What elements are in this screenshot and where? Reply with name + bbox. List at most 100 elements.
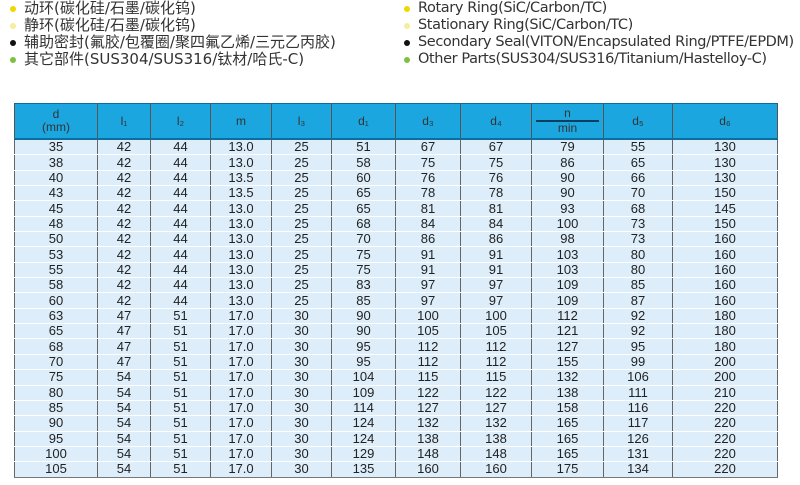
- table-cell: 117: [603, 415, 673, 432]
- table-cell: 121: [531, 323, 604, 340]
- table-row: 40 42 44 13.5 25 60 76 76 90 66 130: [14, 170, 778, 187]
- table-cell: 105: [14, 461, 98, 478]
- table-row: 70 47 51 17.0 30 95 112 112 155 99 200: [14, 354, 778, 371]
- table-cell: 17.0: [210, 385, 272, 401]
- table-cell: 114: [331, 400, 396, 417]
- table-cell: 68: [603, 200, 673, 217]
- table-cell: 13.0: [210, 246, 272, 263]
- table-cell: 155: [531, 354, 604, 371]
- table-cell: 51: [150, 369, 211, 386]
- table-cell: 17.0: [210, 323, 272, 340]
- table-cell: 13.0: [210, 277, 272, 294]
- table-cell: 25: [271, 262, 332, 279]
- table-cell: 42: [97, 139, 151, 156]
- table-cell: 54: [97, 446, 151, 463]
- table-cell: 132: [531, 369, 604, 386]
- table-cell: 95: [331, 338, 396, 355]
- table-cell: 135: [331, 461, 396, 478]
- legend-chinese: 动环(碳化硅/石墨/碳化钨) 静环(碳化硅/石墨/碳化钨) 辅助密封(氟胶/包覆圈/…: [10, 0, 336, 68]
- table-cell: 30: [271, 385, 332, 401]
- table-cell: 45: [14, 200, 98, 217]
- table-cell: 44: [150, 200, 211, 217]
- table-cell: 97: [460, 277, 532, 294]
- table-cell: 180: [672, 338, 778, 355]
- table-cell: 58: [14, 277, 98, 294]
- bullet-icon: [404, 22, 410, 29]
- table-cell: 92: [603, 323, 673, 340]
- table-row: 100 54 51 17.0 30 129 148 148 165 131 220: [14, 446, 778, 463]
- table-cell: 51: [150, 461, 211, 478]
- table-cell: 44: [150, 231, 211, 248]
- table-cell: 17.0: [210, 400, 272, 417]
- table-row: 48 42 44 13.0 25 68 84 84 100 73 150: [14, 216, 778, 233]
- table-cell: 51: [150, 338, 211, 355]
- table-row: 68 47 51 17.0 30 95 112 112 127 95 180: [14, 338, 778, 355]
- bullet-icon: [404, 5, 410, 12]
- table-cell: 150: [672, 185, 778, 202]
- table-cell: 42: [97, 246, 151, 263]
- table-cell: 17.0: [210, 431, 272, 447]
- table-cell: 30: [271, 446, 332, 463]
- header-d-unit: (mm): [42, 120, 70, 134]
- legend-text: Rotary Ring(SiC/Carbon/TC): [418, 0, 607, 16]
- table-cell: 75: [14, 369, 98, 386]
- table-cell: 80: [603, 246, 673, 263]
- table-cell: 17.0: [210, 308, 272, 325]
- table-cell: 44: [150, 170, 211, 187]
- legend-item: 其它部件(SUS304/SUS316/钛材/哈氏-C): [10, 51, 336, 68]
- table-row: 85 54 51 17.0 30 114 127 127 158 116 220: [14, 400, 778, 417]
- table-cell: 86: [531, 154, 604, 171]
- table-cell: 75: [460, 154, 532, 171]
- table-cell: 85: [14, 400, 98, 417]
- table-cell: 81: [395, 200, 461, 217]
- table-cell: 138: [395, 431, 461, 447]
- table-cell: 42: [97, 216, 151, 233]
- table-cell: 91: [395, 262, 461, 279]
- header-l2: l₂: [150, 103, 211, 140]
- table-cell: 200: [672, 369, 778, 386]
- table-row: 75 54 51 17.0 30 104 115 115 132 106 200: [14, 369, 778, 386]
- table-cell: 78: [395, 185, 461, 202]
- table-cell: 80: [14, 385, 98, 401]
- table-cell: 103: [531, 262, 604, 279]
- table-cell: 44: [150, 292, 211, 309]
- table-cell: 30: [271, 461, 332, 478]
- table-cell: 51: [150, 415, 211, 432]
- table-cell: 25: [271, 246, 332, 263]
- table-cell: 42: [97, 170, 151, 187]
- table-cell: 17.0: [210, 338, 272, 355]
- header-n-unit: min: [557, 121, 578, 135]
- table-cell: 13.0: [210, 139, 272, 156]
- table-cell: 145: [672, 200, 778, 217]
- table-cell: 25: [271, 200, 332, 217]
- table-cell: 13.0: [210, 216, 272, 233]
- table-cell: 105: [460, 323, 532, 340]
- table-cell: 13.5: [210, 185, 272, 202]
- header-d3: d₃: [395, 103, 461, 140]
- table-cell: 42: [97, 262, 151, 279]
- table-cell: 13.0: [210, 292, 272, 309]
- table-row: 55 42 44 13.0 25 75 91 91 103 80 160: [14, 262, 778, 279]
- dimension-table: d (mm) l₁ l₂ m l₃ d₁ d₃ d₄ n min d₅ d₆ 35 4…: [14, 103, 778, 478]
- table-cell: 127: [460, 400, 532, 417]
- table-cell: 112: [460, 338, 532, 355]
- table-cell: 44: [150, 246, 211, 263]
- table-cell: 95: [603, 338, 673, 355]
- table-cell: 109: [331, 385, 396, 401]
- table-cell: 13.0: [210, 154, 272, 171]
- table-cell: 200: [672, 354, 778, 371]
- table-row: 65 47 51 17.0 30 90 105 105 121 92 180: [14, 323, 778, 340]
- table-cell: 54: [97, 385, 151, 401]
- table-cell: 98: [531, 231, 604, 248]
- table-cell: 54: [97, 369, 151, 386]
- table-cell: 68: [331, 216, 396, 233]
- table-cell: 160: [672, 231, 778, 248]
- table-cell: 80: [603, 262, 673, 279]
- table-cell: 65: [14, 323, 98, 340]
- table-cell: 91: [460, 246, 532, 263]
- table-cell: 111: [603, 385, 673, 401]
- table-cell: 132: [460, 415, 532, 432]
- legend-text: Secondary Seal(VITON/Encapsulated Ring/P…: [418, 34, 794, 50]
- table-cell: 60: [14, 292, 98, 309]
- table-cell: 92: [603, 308, 673, 325]
